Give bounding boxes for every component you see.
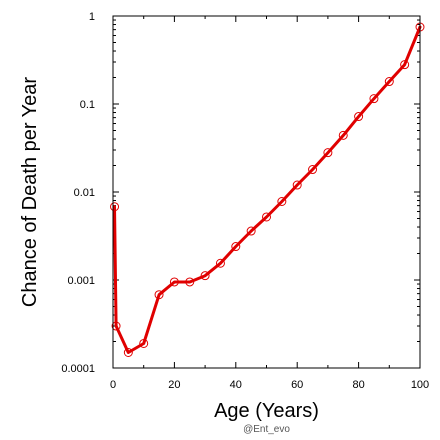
data-point [262,212,271,222]
x-tick-label: 0 [110,379,116,391]
data-point [384,77,394,87]
data-point [200,271,210,281]
x-tick-label: 60 [291,379,303,391]
data-point [154,290,164,300]
watermark: @Ent_evo [243,424,290,435]
data-point [123,348,133,358]
data-point [400,60,410,70]
y-axis-title: Chance of Death per Year [19,77,41,308]
data-point [111,321,121,331]
x-axis-title: Age (Years) [214,400,319,422]
data-point [338,130,348,140]
data-point [185,277,195,287]
x-tick-label: 40 [230,379,242,391]
series-line [113,25,422,354]
y-tick-label: 0.1 [80,99,95,111]
data-point [231,242,241,252]
data-point [308,165,318,175]
data-point [139,338,149,348]
data-point [246,226,256,236]
x-tick-label: 100 [411,379,429,391]
plot-frame [112,15,421,369]
data-point [169,277,179,287]
y-tick-label: 0.001 [67,275,95,287]
data-point [369,94,379,104]
data-point [215,258,225,268]
y-tick-label: 0.01 [74,187,95,199]
axis-ticks [112,15,421,369]
data-point [292,180,302,190]
x-tick-label: 20 [168,379,180,391]
tick-labels: 0 20 40 60 80 100 0.0001 0.001 0.01 0.1 1 [61,11,429,391]
data-point [354,112,364,122]
data-point [323,148,333,158]
series-layer [110,22,425,358]
data-point [110,202,120,212]
data-point [277,196,287,206]
y-tick-label: 1 [89,11,95,23]
x-tick-label: 80 [352,379,364,391]
y-tick-label: 0.0001 [61,363,95,375]
